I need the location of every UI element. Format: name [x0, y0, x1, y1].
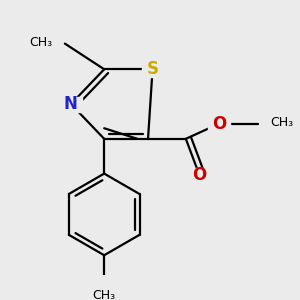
Text: S: S	[147, 60, 159, 78]
Bar	[208, 116, 230, 131]
Text: CH₃: CH₃	[93, 290, 116, 300]
Text: CH₃: CH₃	[30, 36, 53, 49]
Text: O: O	[212, 115, 226, 133]
Bar	[189, 168, 210, 183]
Text: O: O	[192, 166, 206, 184]
Text: CH₃: CH₃	[271, 116, 294, 129]
Bar	[60, 97, 82, 112]
Bar	[142, 62, 163, 77]
Text: N: N	[64, 95, 78, 113]
